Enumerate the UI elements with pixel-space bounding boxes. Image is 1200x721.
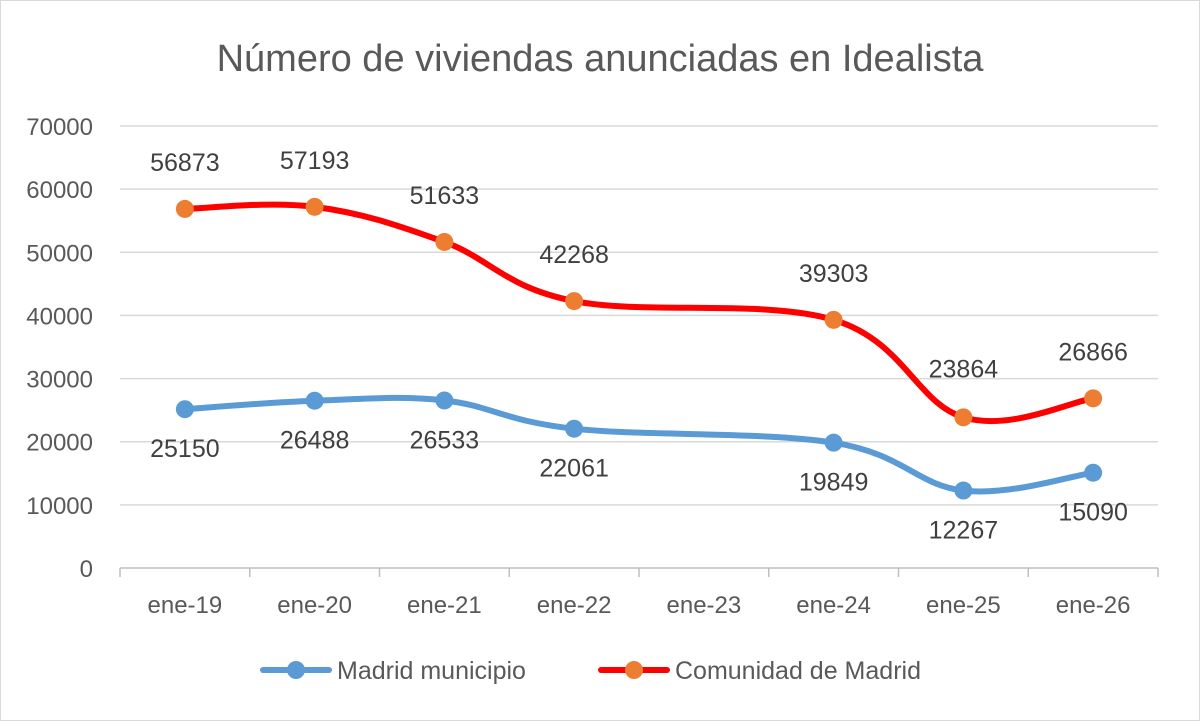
data-point — [824, 433, 843, 452]
data-label: 25150 — [150, 435, 220, 463]
series-group — [175, 197, 1103, 500]
y-tick-label: 60000 — [26, 177, 93, 204]
data-point — [954, 481, 973, 500]
data-point — [1084, 463, 1103, 482]
y-tick-label: 40000 — [26, 303, 93, 330]
legend-swatch-marker — [625, 661, 643, 679]
data-label: 26866 — [1058, 338, 1128, 366]
chart-title: Número de viviendas anunciadas en Ideali… — [217, 38, 985, 80]
data-label: 39303 — [799, 260, 869, 288]
series-line-1 — [181, 201, 1097, 425]
x-tick-label: ene-20 — [277, 592, 352, 619]
axes: 0 10000 20000 30000 40000 50000 60000 70000 ene-… — [26, 114, 1159, 619]
x-tick-label: ene-26 — [1056, 592, 1131, 619]
data-label: 57193 — [280, 147, 350, 175]
x-tick-label: ene-22 — [537, 592, 612, 619]
legend-swatch-marker — [287, 661, 305, 679]
data-point — [565, 292, 584, 311]
legend-label: Comunidad de Madrid — [675, 657, 921, 685]
x-tick-label: ene-19 — [148, 592, 223, 619]
legend-label: Madrid municipio — [337, 657, 526, 685]
data-point — [435, 391, 454, 410]
data-label: 22061 — [539, 455, 609, 483]
data-point — [305, 391, 324, 410]
x-tick-label: ene-21 — [407, 592, 482, 619]
data-point — [1084, 389, 1103, 408]
data-label: 42268 — [539, 241, 609, 269]
y-tick-label: 10000 — [26, 493, 93, 520]
x-tick-label: ene-24 — [796, 592, 871, 619]
data-label: 23864 — [929, 355, 999, 383]
x-tick-label: ene-25 — [926, 592, 1001, 619]
data-label: 56873 — [150, 149, 220, 177]
legend: Madrid municipio Comunidad de Madrid — [260, 657, 921, 685]
y-tick-label: 30000 — [26, 367, 93, 394]
y-tick-label: 20000 — [26, 430, 93, 457]
data-point — [175, 199, 194, 218]
data-label: 19849 — [799, 469, 869, 497]
y-tick-label: 50000 — [26, 240, 93, 267]
data-labels: 25150 26488 26533 22061 19849 12267 15090 56873… — [150, 147, 1128, 545]
data-label: 51633 — [410, 182, 480, 210]
data-point — [565, 419, 584, 438]
data-label: 26488 — [280, 427, 350, 455]
data-point — [305, 197, 324, 216]
data-point — [175, 400, 194, 419]
data-label: 26533 — [410, 426, 480, 454]
x-tick-label: ene-23 — [667, 592, 742, 619]
data-point — [954, 408, 973, 427]
data-point — [435, 232, 454, 251]
data-label: 12267 — [929, 517, 999, 545]
data-point — [824, 310, 843, 329]
gridlines — [120, 125, 1158, 506]
y-tick-label: 0 — [80, 556, 93, 583]
y-tick-label: 70000 — [26, 114, 93, 141]
data-label: 15090 — [1058, 499, 1128, 527]
